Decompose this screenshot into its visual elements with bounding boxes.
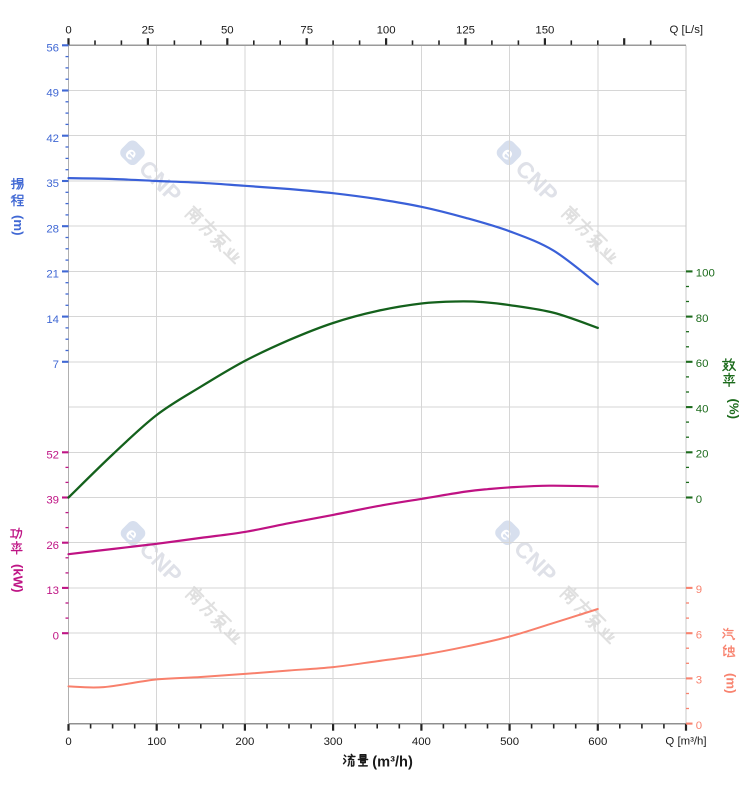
svg-text:20: 20 (696, 449, 709, 461)
svg-text:(m): (m) (723, 673, 738, 694)
svg-text:9: 9 (696, 584, 702, 596)
svg-text:49: 49 (46, 88, 59, 100)
svg-text:100: 100 (377, 25, 396, 37)
svg-text:100: 100 (696, 268, 715, 280)
svg-text:35: 35 (46, 178, 59, 190)
svg-text:52: 52 (46, 450, 59, 462)
svg-text:75: 75 (300, 25, 313, 37)
svg-text:40: 40 (696, 403, 709, 415)
svg-text:0: 0 (696, 720, 702, 732)
svg-text:0: 0 (696, 494, 702, 506)
svg-text:500: 500 (500, 736, 519, 748)
svg-text:42: 42 (46, 133, 59, 145)
svg-text:39: 39 (46, 495, 59, 507)
svg-text:(m): (m) (11, 215, 26, 236)
svg-text:26: 26 (46, 540, 59, 552)
svg-text:(m³/h): (m³/h) (372, 754, 413, 770)
svg-text:80: 80 (696, 313, 709, 325)
svg-text:50: 50 (221, 25, 234, 37)
svg-text:0: 0 (53, 630, 59, 642)
svg-text:100: 100 (147, 736, 166, 748)
svg-text:0: 0 (65, 736, 71, 748)
svg-text:(kW): (kW) (11, 564, 26, 593)
svg-text:28: 28 (46, 223, 59, 235)
svg-text:13: 13 (46, 585, 59, 597)
svg-text:56: 56 (46, 43, 59, 55)
svg-text:150: 150 (535, 25, 554, 37)
svg-text:7: 7 (53, 359, 59, 371)
svg-text:21: 21 (46, 269, 59, 281)
svg-text:Q [L/s]: Q [L/s] (670, 24, 704, 36)
svg-text:200: 200 (235, 736, 254, 748)
svg-text:600: 600 (588, 736, 607, 748)
svg-text:14: 14 (46, 314, 59, 326)
svg-text:6: 6 (696, 630, 702, 642)
svg-text:0: 0 (65, 25, 71, 37)
svg-text:3: 3 (696, 675, 702, 687)
svg-text:125: 125 (456, 25, 475, 37)
svg-text:Q [m³/h]: Q [m³/h] (665, 735, 706, 747)
svg-text:300: 300 (324, 736, 343, 748)
svg-text:(%): (%) (727, 399, 742, 420)
svg-text:400: 400 (412, 736, 431, 748)
svg-text:25: 25 (142, 25, 155, 37)
svg-text:60: 60 (696, 358, 709, 370)
